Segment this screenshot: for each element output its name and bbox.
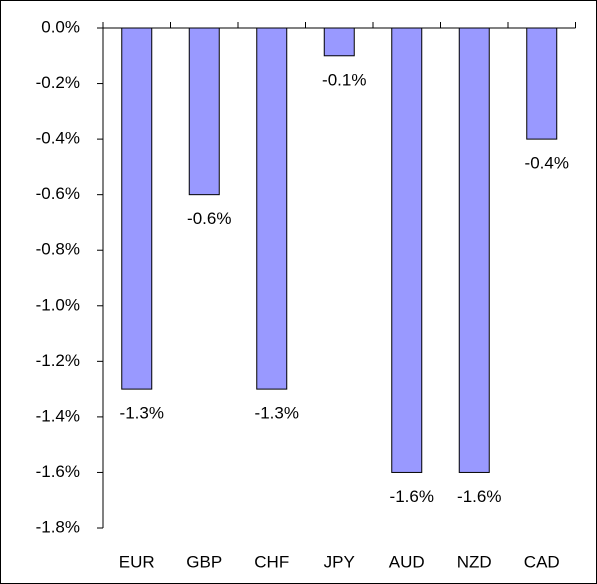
y-tick-label: -0.2% bbox=[36, 73, 80, 92]
x-tick-label: GBP bbox=[186, 552, 222, 571]
bar bbox=[188, 27, 220, 196]
bar bbox=[391, 27, 423, 473]
bar bbox=[526, 27, 558, 140]
bar bbox=[121, 27, 153, 390]
value-label: -0.4% bbox=[525, 154, 569, 173]
value-label: -0.6% bbox=[187, 209, 231, 228]
x-tick-label: NZD bbox=[457, 552, 492, 571]
bar bbox=[323, 27, 355, 57]
y-tick-label: -0.6% bbox=[36, 184, 80, 203]
x-tick-label: CAD bbox=[524, 552, 560, 571]
y-tick-label: -0.4% bbox=[36, 129, 80, 148]
y-tick-label: -1.4% bbox=[36, 406, 80, 425]
bar bbox=[458, 27, 490, 473]
bar bbox=[256, 27, 288, 390]
value-label: -1.3% bbox=[120, 404, 164, 423]
y-tick-label: -1.6% bbox=[36, 462, 80, 481]
value-label: -0.1% bbox=[322, 70, 366, 89]
y-tick-label: 0.0% bbox=[41, 17, 80, 36]
value-label: -1.6% bbox=[390, 487, 434, 506]
y-tick-label: -0.8% bbox=[36, 240, 80, 259]
y-tick-label: -1.2% bbox=[36, 351, 80, 370]
x-tick-label: EUR bbox=[119, 552, 155, 571]
value-label: -1.6% bbox=[457, 487, 501, 506]
value-label: -1.3% bbox=[255, 404, 299, 423]
y-tick-label: -1.0% bbox=[36, 295, 80, 314]
y-tick-label: -1.8% bbox=[36, 517, 80, 536]
x-tick-label: CHF bbox=[254, 552, 289, 571]
x-tick-label: AUD bbox=[389, 552, 425, 571]
x-tick-label: JPY bbox=[324, 552, 355, 571]
